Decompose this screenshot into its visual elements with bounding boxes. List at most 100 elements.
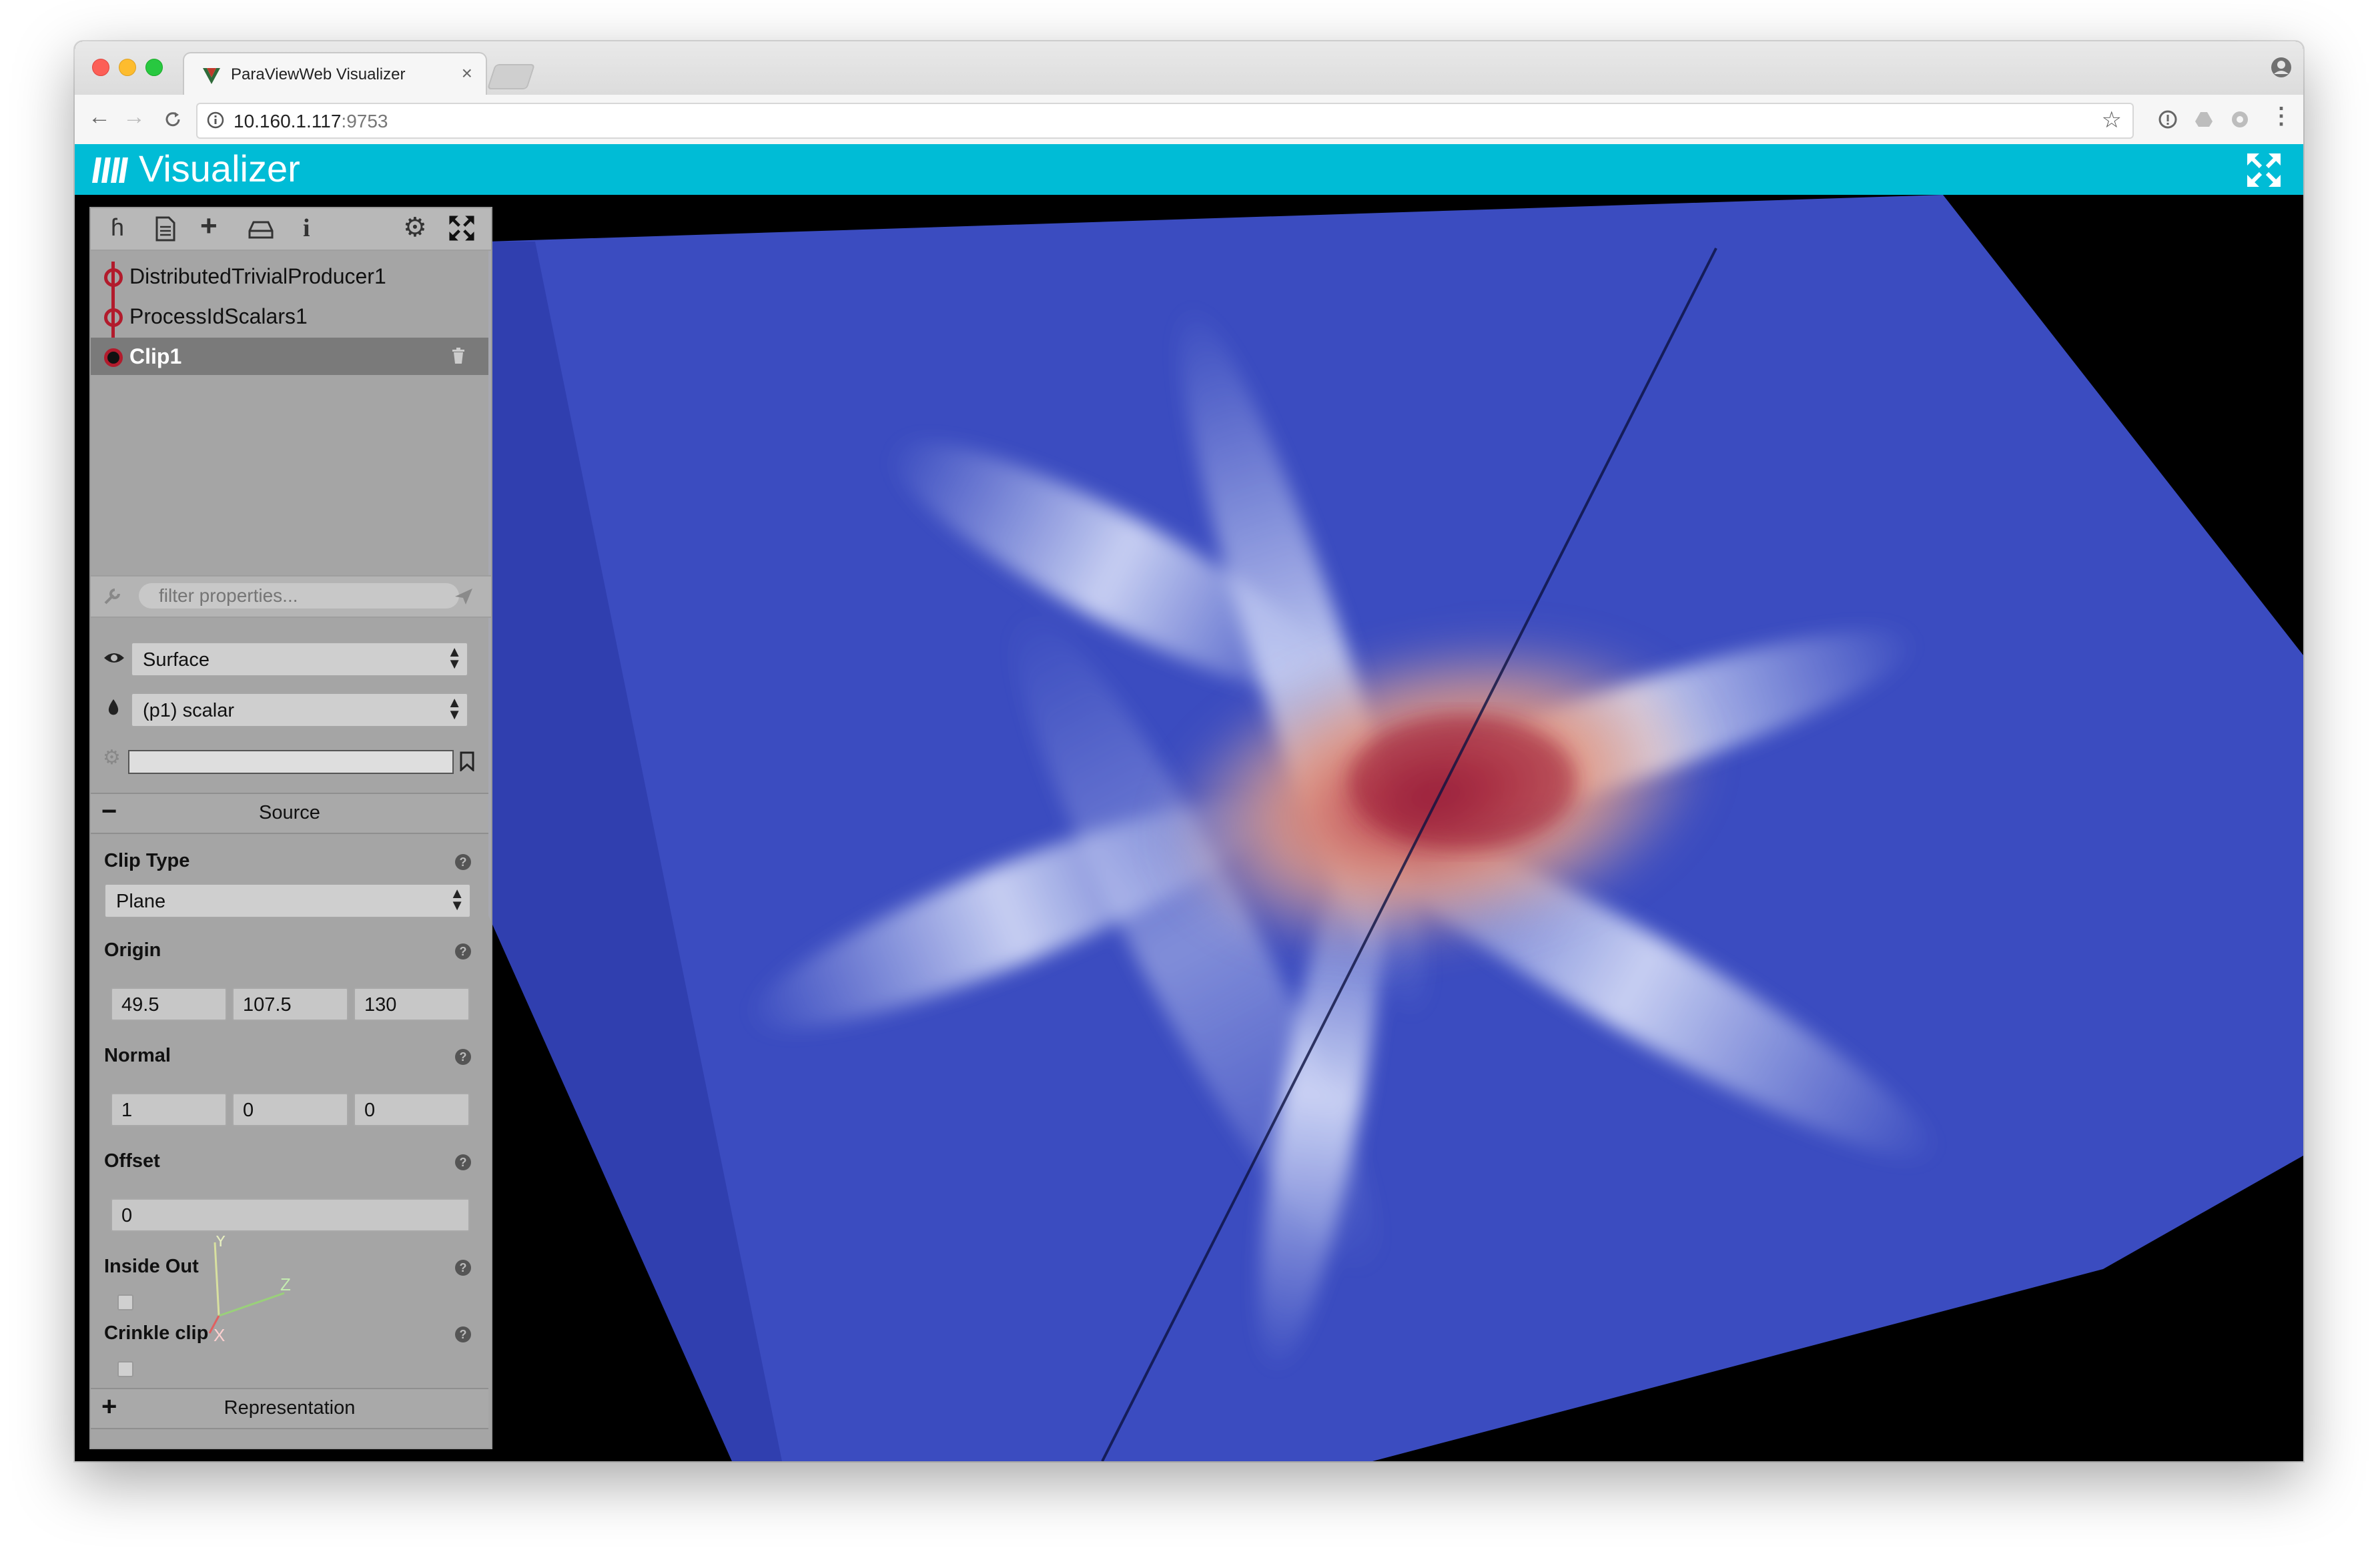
wrench-icon <box>104 589 120 605</box>
origin-z-value: 130 <box>364 994 397 1016</box>
volume-render[interactable] <box>75 195 2303 1461</box>
normal-y-field[interactable]: 0 <box>232 1093 348 1126</box>
crinkle-clip-help-icon[interactable]: ? <box>455 1326 471 1342</box>
minimize-window-button[interactable] <box>119 59 136 76</box>
browser-window: ParaViewWeb Visualizer × ← → 10.160.1.11… <box>75 41 2303 1461</box>
color-by-select[interactable]: (p1) scalar ▲ ▼ <box>131 693 468 727</box>
bookmark-preset-icon[interactable] <box>459 751 475 771</box>
pipeline-item[interactable]: DistributedTrivialProducer1 <box>91 258 488 295</box>
extension-icon[interactable] <box>2230 109 2250 129</box>
select-arrows-icon: ▲ ▼ <box>447 643 462 672</box>
offset-value: 0 <box>121 1205 133 1226</box>
pipeline-connector <box>111 262 115 342</box>
pipeline-icon[interactable]: ɦ <box>111 214 125 241</box>
filter-properties-input[interactable] <box>139 583 459 609</box>
expand-plus-icon[interactable]: + <box>101 1392 117 1421</box>
clip-type-help-icon[interactable]: ? <box>455 854 471 870</box>
menu-kebab-icon[interactable]: ⋮ <box>2270 103 2293 129</box>
pipeline-node-icon <box>104 308 123 327</box>
color-by-value: (p1) scalar <box>143 700 234 721</box>
representation-select[interactable]: Surface ▲ ▼ <box>131 642 468 677</box>
normal-x-value: 1 <box>121 1100 133 1121</box>
colormap-bar[interactable] <box>128 750 454 774</box>
source-section-label: Source <box>259 802 320 823</box>
crinkle-clip-label: Crinkle clip <box>104 1322 209 1344</box>
address-bar[interactable]: 10.160.1.117:9753 ☆ <box>196 103 2134 139</box>
paraview-favicon-icon <box>203 68 220 84</box>
source-section-header[interactable]: Source − <box>91 793 488 834</box>
bookmark-star-icon[interactable]: ☆ <box>2101 107 2122 133</box>
browser-tab[interactable]: ParaViewWeb Visualizer × <box>183 52 487 97</box>
expand-panel-icon[interactable] <box>448 215 475 242</box>
clip-type-label: Clip Type <box>104 850 190 871</box>
clip-type-value: Plane <box>116 891 166 912</box>
control-panel: ɦ + i ⚙ DistributedTrivia <box>89 207 492 1449</box>
maximize-window-button[interactable] <box>145 59 163 76</box>
info-icon[interactable] <box>207 111 224 129</box>
reload-icon[interactable] <box>163 109 183 129</box>
app-title: Visualizer <box>139 147 300 189</box>
inside-out-label: Inside Out <box>104 1256 199 1277</box>
filter-row <box>91 575 491 618</box>
tab-strip: ParaViewWeb Visualizer × <box>75 41 2303 97</box>
normal-x-field[interactable]: 1 <box>111 1093 227 1126</box>
tab-title: ParaViewWeb Visualizer <box>231 65 406 83</box>
add-filter-icon[interactable]: + <box>200 210 218 242</box>
normal-z-field[interactable]: 0 <box>354 1093 470 1126</box>
normal-help-icon[interactable]: ? <box>455 1049 471 1065</box>
pipeline-item-label: Clip1 <box>129 344 182 368</box>
storage-icon[interactable] <box>248 220 274 239</box>
representation-value: Surface <box>143 649 210 671</box>
representation-section-header[interactable]: Representation + <box>91 1388 488 1429</box>
apply-send-icon[interactable] <box>454 587 474 606</box>
offset-label: Offset <box>104 1150 160 1172</box>
delete-trash-icon[interactable] <box>451 347 466 364</box>
profile-icon[interactable] <box>2270 56 2293 79</box>
offset-field[interactable]: 0 <box>111 1198 470 1232</box>
extension-info-icon[interactable] <box>2158 109 2178 129</box>
pipeline-item-label: DistributedTrivialProducer1 <box>129 264 386 288</box>
inside-out-checkbox[interactable] <box>117 1294 133 1310</box>
url-port: :9753 <box>341 111 388 131</box>
settings-gears-icon[interactable]: ⚙ <box>403 213 427 242</box>
origin-help-icon[interactable]: ? <box>455 943 471 959</box>
normal-z-value: 0 <box>364 1100 376 1121</box>
drive-icon[interactable] <box>2194 109 2214 129</box>
origin-y-field[interactable]: 107.5 <box>232 988 348 1021</box>
url-host: 10.160.1.117 <box>234 111 342 131</box>
normal-y-value: 0 <box>243 1100 254 1121</box>
info-panel-icon[interactable]: i <box>303 214 310 242</box>
select-arrows-icon: ▲ ▼ <box>447 694 462 723</box>
origin-x-value: 49.5 <box>121 994 159 1016</box>
pipeline-item-selected[interactable]: Clip1 <box>91 338 488 375</box>
new-tab-button[interactable] <box>486 64 536 89</box>
app-header: Visualizer <box>75 144 2303 195</box>
forward-arrow-icon[interactable]: → <box>123 104 145 129</box>
normal-label: Normal <box>104 1045 171 1066</box>
collapse-minus-icon[interactable]: − <box>101 797 117 826</box>
back-arrow-icon[interactable]: ← <box>88 104 111 129</box>
pipeline-item[interactable]: ProcessIdScalars1 <box>91 298 488 335</box>
close-window-button[interactable] <box>92 59 109 76</box>
tab-close-icon[interactable]: × <box>461 63 472 83</box>
origin-z-field[interactable]: 130 <box>354 988 470 1021</box>
clip-type-select[interactable]: Plane ▲ ▼ <box>104 883 471 918</box>
files-icon[interactable] <box>155 216 176 242</box>
fullscreen-toggle-icon[interactable] <box>2246 152 2282 188</box>
crinkle-clip-checkbox[interactable] <box>117 1361 133 1377</box>
colormap-gear-icon[interactable]: ⚙ <box>103 747 121 769</box>
slice-line <box>1101 248 1717 1461</box>
axis-z-label: Z <box>280 1274 291 1294</box>
origin-x-field[interactable]: 49.5 <box>111 988 227 1021</box>
axis-x-label: X <box>214 1325 225 1342</box>
slab-edge-shading <box>488 242 782 1461</box>
color-drop-icon <box>108 699 119 715</box>
select-arrows-icon: ▲ ▼ <box>450 885 464 913</box>
offset-help-icon[interactable]: ? <box>455 1154 471 1170</box>
inside-out-help-icon[interactable]: ? <box>455 1260 471 1276</box>
visualizer-logo-icon <box>92 157 128 183</box>
visibility-eye-icon[interactable] <box>103 650 125 666</box>
pipeline-node-icon <box>104 268 123 287</box>
browser-toolbar: ← → 10.160.1.117:9753 ☆ ⋮ <box>75 95 2303 145</box>
panel-toolbar: ɦ + i ⚙ <box>91 208 491 251</box>
